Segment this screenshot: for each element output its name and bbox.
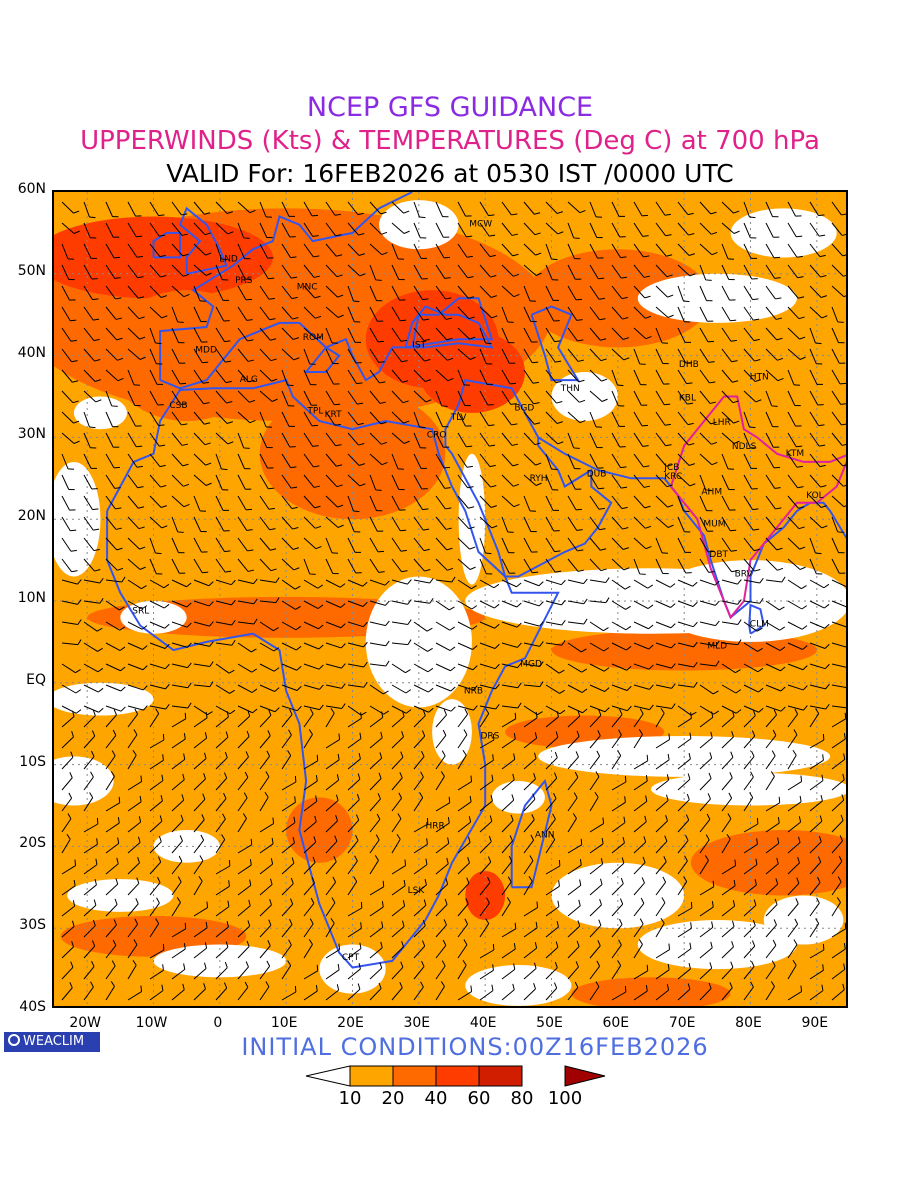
station-brv: BRV [735,570,754,580]
station-ndls: NDLS [732,442,757,452]
lon-label: 60E [602,1015,630,1031]
lat-label: 30S [19,917,46,934]
lon-label: 70E [668,1015,696,1031]
title-line-3: VALID For: 16FEB2026 at 0530 IST /0000 U… [166,159,734,188]
station-lnd: LND [219,255,238,265]
colorbar-segment [305,1065,351,1087]
station-mld: MLD [707,641,727,651]
station-ryh: RYH [530,474,548,484]
lat-label: 60N [17,181,46,197]
station-ann: ANN [535,830,555,840]
station-mdd: MDD [195,345,217,355]
station-cro: CRO [427,430,447,440]
station-kol: KOL [806,491,824,501]
lon-label: 0 [213,1015,223,1031]
station-nrb: NRB [464,686,483,696]
station-ktm: KTM [786,449,804,459]
lon-label: 40E [469,1015,497,1031]
lon-label: 90E [801,1015,829,1031]
station-tlv: TLV [450,413,468,423]
colorbar-segment [392,1065,437,1087]
station-jcb: JCB [663,463,679,473]
colorbar-label: 20 [381,1088,405,1109]
lat-label: 10N [17,590,46,606]
colorbar-segment [435,1065,480,1087]
colorbar-segment [349,1065,394,1087]
lon-label: 20E [337,1015,364,1031]
station-lsk: LSK [408,886,426,896]
lon-label: 10W [135,1015,168,1031]
station-dhb: DHB [679,360,699,370]
title-line-1: NCEP GFS GUIDANCE [306,92,594,123]
lat-label: 50N [17,262,46,279]
lat-label: 20N [17,508,46,525]
station-hrr: HRR [426,821,445,831]
colorbar [305,1065,606,1087]
station-clm: CLM [750,619,769,629]
station-lhr: LHR [713,418,731,428]
colorbar-label: 80 [510,1088,534,1109]
lat-label: 40S [19,999,46,1015]
station-krt: KRT [325,410,343,420]
station-rom: ROM [303,333,324,343]
lon-label: 20W [69,1015,102,1031]
station-drs: DRS [481,731,500,741]
station-mnc: MNC [297,282,318,292]
station-mgd: MGD [520,659,542,669]
lat-label: 40N [17,344,46,361]
lat-label: 30N [17,426,46,443]
lat-label: 20S [19,835,46,852]
station-ahm: AHM [701,488,722,498]
initial-conditions: INITIAL CONDITIONS:00Z16FEB2026 [241,1033,709,1061]
colorbar-label: 100 [547,1088,583,1109]
station-htn: HTN [750,372,769,382]
station-prs: PRS [235,276,253,286]
station-alg: ALG [240,375,258,385]
station-ist: IST [412,340,426,350]
station-mum: MUM [703,520,725,530]
lon-label: 50E [536,1015,563,1031]
colorbar-label: 60 [467,1088,491,1109]
lon-label: 80E [735,1015,762,1031]
station-krc: KRC [664,472,682,482]
colorbar-segment [478,1065,523,1087]
station-kbl: KBL [679,394,696,404]
station-dub: DUB [587,470,607,480]
station-bgd: BGD [514,403,534,413]
station-thn: THN [560,384,580,394]
lat-label: 10S [19,753,46,770]
weaclim-logo: WEACLIM [4,1032,100,1052]
lon-label: 30E [403,1015,431,1031]
colorbar-label: 10 [338,1088,362,1109]
station-tpl: TPL [306,407,323,417]
station-cpt: CPT [342,953,360,963]
station-dbt: DBT [709,550,728,560]
station-csb: CSB [169,401,187,411]
lat-label: EQ [26,671,46,688]
map-frame: MCW LND PRS MNC ROM IST MDD ALG CSB TPL KRT CRO TLV B… [52,190,848,1008]
lon-label: 10E [270,1015,298,1031]
station-srl: SRL [132,606,149,616]
colorbar-label: 40 [424,1088,448,1109]
station-mcw: MCW [469,219,492,229]
title-line-2: UPPERWINDS (Kts) & TEMPERATURES (Deg C) … [80,126,820,156]
colorbar-segment [564,1065,606,1087]
